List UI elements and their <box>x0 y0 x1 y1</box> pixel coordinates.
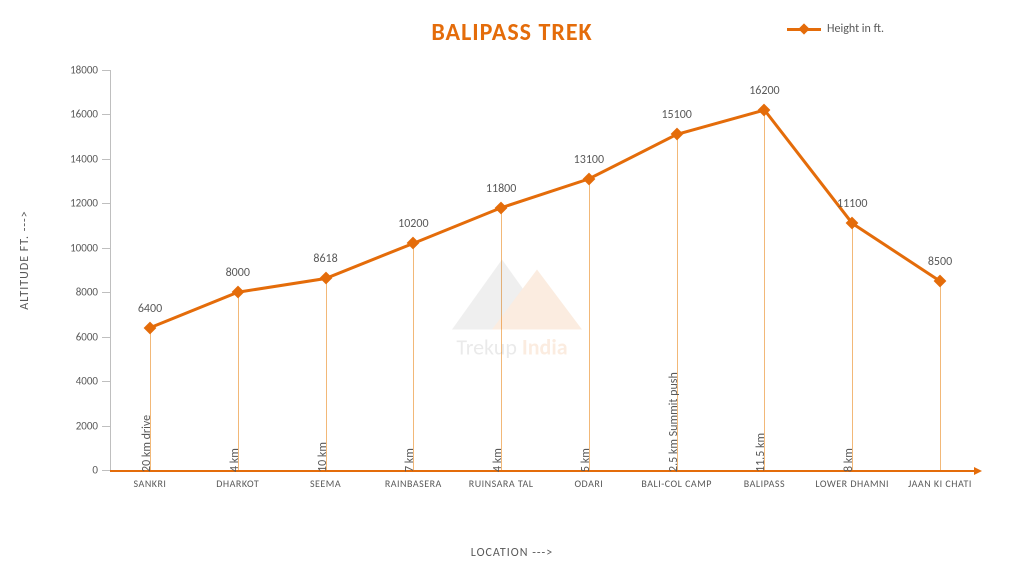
y-tick <box>102 381 110 382</box>
drop-line <box>501 208 502 470</box>
y-tick <box>102 470 110 471</box>
data-label: 8000 <box>226 266 250 280</box>
y-tick <box>102 337 110 338</box>
y-tick-label: 12000 <box>70 197 98 210</box>
x-axis-label: LOCATION ---> <box>471 546 553 560</box>
category-label: RAINBASERA <box>373 478 453 490</box>
drop-line <box>852 223 853 470</box>
drop-line <box>413 243 414 470</box>
distance-label: 10 km <box>316 442 330 472</box>
distance-label: 20 km drive <box>140 415 154 472</box>
category-label: RUINSARA TAL <box>461 478 541 490</box>
data-label: 15100 <box>661 108 691 122</box>
data-label: 16200 <box>749 84 779 98</box>
category-label: JAAN KI CHATI <box>900 478 980 490</box>
category-label: ODARI <box>549 478 629 490</box>
y-tick-label: 18000 <box>70 64 98 77</box>
y-tick-label: 14000 <box>70 152 98 165</box>
y-tick <box>102 248 110 249</box>
data-label: 10200 <box>398 217 428 231</box>
drop-line <box>764 110 765 470</box>
data-label: 6400 <box>138 302 162 316</box>
y-tick-label: 16000 <box>70 108 98 121</box>
legend-line <box>787 28 821 31</box>
drop-line <box>940 281 941 470</box>
category-label: SEEMA <box>286 478 366 490</box>
y-tick-label: 6000 <box>76 330 98 343</box>
category-label: LOWER DHAMNI <box>812 478 892 490</box>
data-label: 11800 <box>486 182 516 196</box>
distance-label: 8 km <box>842 448 856 472</box>
y-tick <box>102 426 110 427</box>
category-label: DHARKOT <box>198 478 278 490</box>
data-label: 8618 <box>313 252 337 266</box>
distance-label: 4 km <box>491 448 505 472</box>
category-label: BALI-COL CAMP <box>637 478 717 490</box>
legend: Height in ft. <box>787 22 884 36</box>
y-tick <box>102 159 110 160</box>
distance-label: 7 km <box>403 448 417 472</box>
chart-title: BALIPASS TREK <box>431 18 592 47</box>
category-label: SANKRI <box>110 478 190 490</box>
y-tick-label: 2000 <box>76 419 98 432</box>
drop-line <box>238 292 239 470</box>
y-tick <box>102 203 110 204</box>
data-label: 8500 <box>928 255 952 269</box>
category-label: BALIPASS <box>724 478 804 490</box>
distance-label: 5 km <box>579 448 593 472</box>
legend-marker <box>798 23 809 34</box>
y-tick <box>102 292 110 293</box>
legend-label: Height in ft. <box>827 22 884 36</box>
distance-label: 2.5 km Summit push <box>667 372 681 472</box>
data-label: 11100 <box>837 197 867 211</box>
y-tick-label: 4000 <box>76 375 98 388</box>
distance-label: 4 km <box>228 448 242 472</box>
drop-line <box>589 179 590 470</box>
y-tick-label: 0 <box>92 464 98 477</box>
y-tick <box>102 114 110 115</box>
y-tick-label: 10000 <box>70 241 98 254</box>
y-tick <box>102 70 110 71</box>
plot-area: 0200040006000800010000120001400016000180… <box>110 70 970 470</box>
y-tick-label: 8000 <box>76 286 98 299</box>
data-label: 13100 <box>574 153 604 167</box>
distance-label: 11.5 km <box>754 433 768 472</box>
y-axis-label: ALTITUDE FT. ---> <box>18 210 32 309</box>
